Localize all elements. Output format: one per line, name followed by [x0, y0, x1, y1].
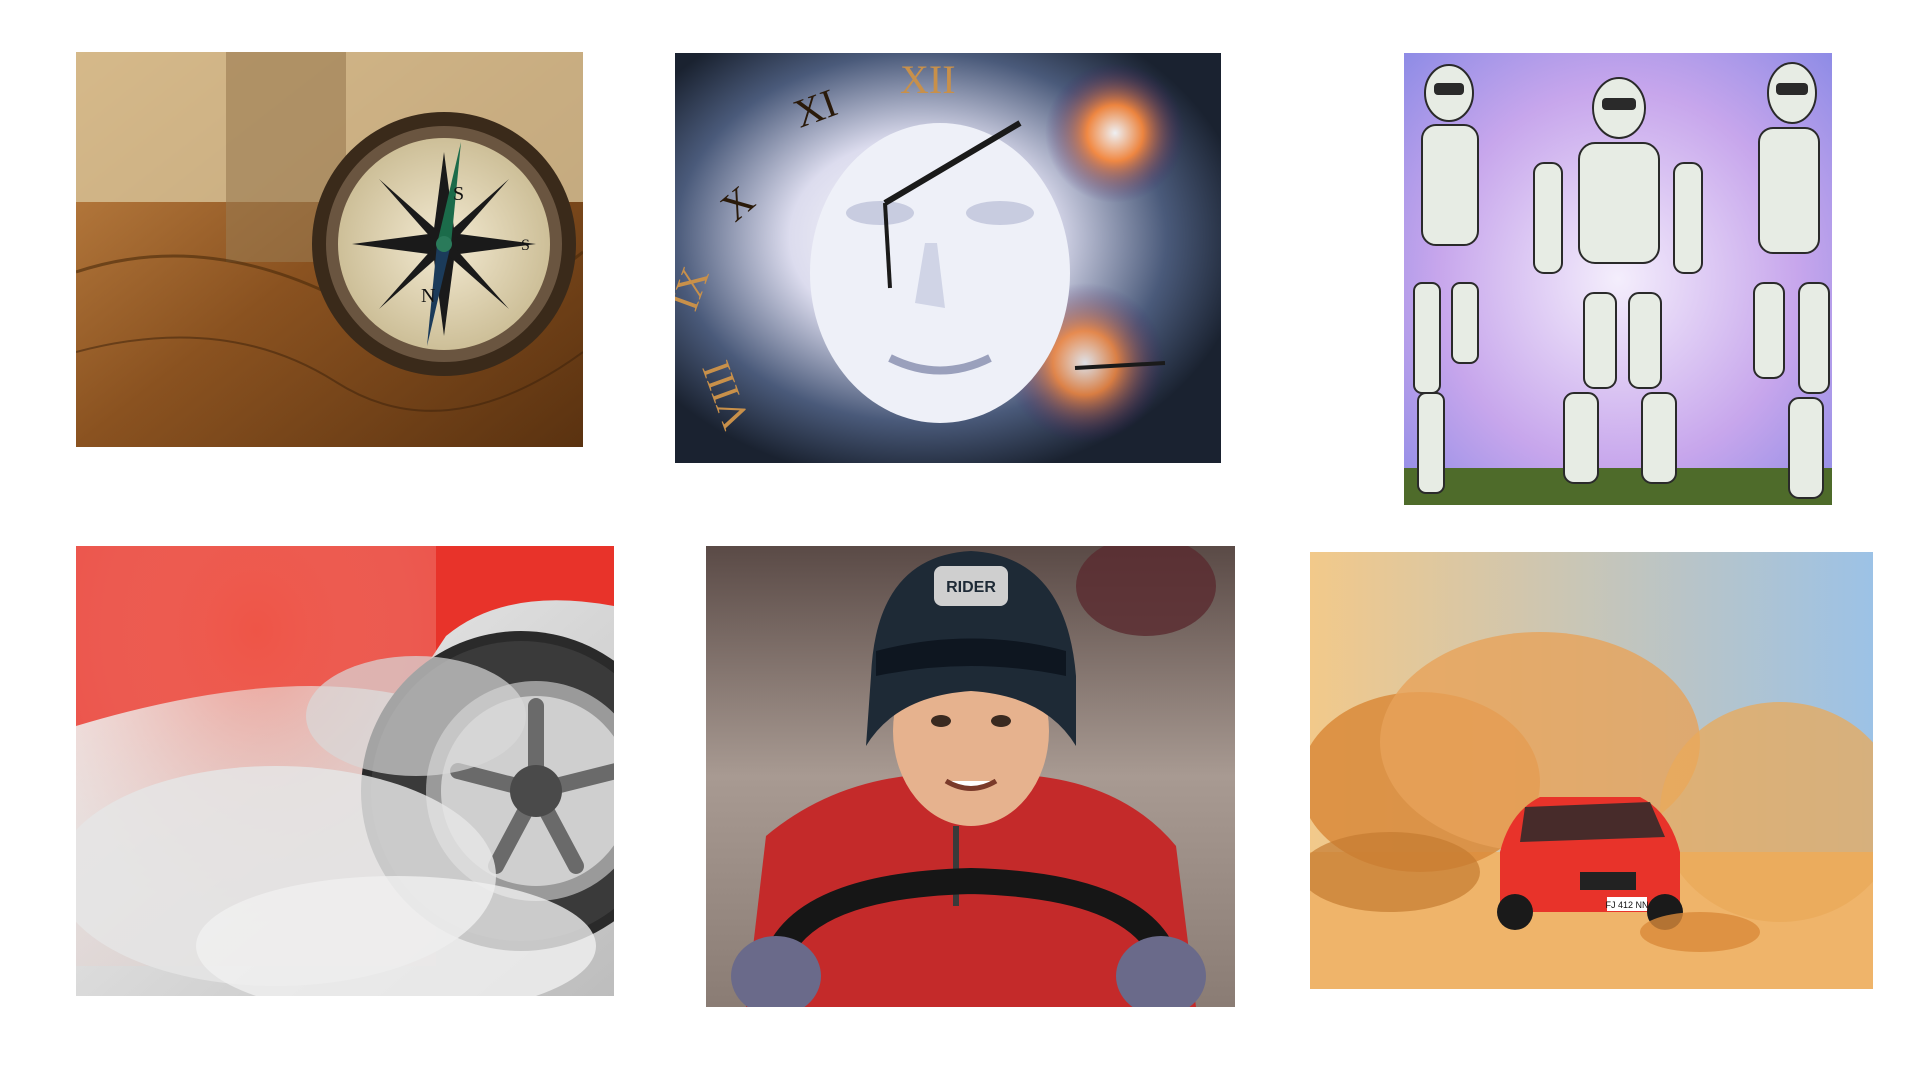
- car-icon: FJ 412 NN: [1310, 552, 1873, 989]
- image-compass-map[interactable]: S N S: [76, 52, 583, 447]
- image-red-car-desert-sand[interactable]: FJ 412 NN: [1310, 552, 1873, 989]
- compass-icon: S N S: [76, 52, 583, 447]
- helmet-label: RIDER: [946, 579, 996, 596]
- compass-letter: N: [421, 285, 435, 307]
- clock-numeral: XII: [900, 57, 956, 102]
- clock-icon: XII XI X IX VIII: [675, 53, 1221, 463]
- image-robots-walking[interactable]: [1404, 53, 1832, 505]
- compass-letter: S: [521, 237, 530, 254]
- compass-letter: S: [453, 183, 464, 205]
- image-car-burnout-smoke[interactable]: [76, 546, 614, 996]
- license-plate: FJ 412 NN: [1605, 900, 1648, 910]
- image-surreal-clock-face[interactable]: XII XI X IX VIII: [675, 53, 1221, 463]
- wheel-icon: [76, 546, 614, 996]
- robot-icon: [1404, 53, 1832, 505]
- helmet-icon: RIDER: [706, 546, 1235, 1007]
- image-boy-go-kart[interactable]: RIDER: [706, 546, 1235, 1007]
